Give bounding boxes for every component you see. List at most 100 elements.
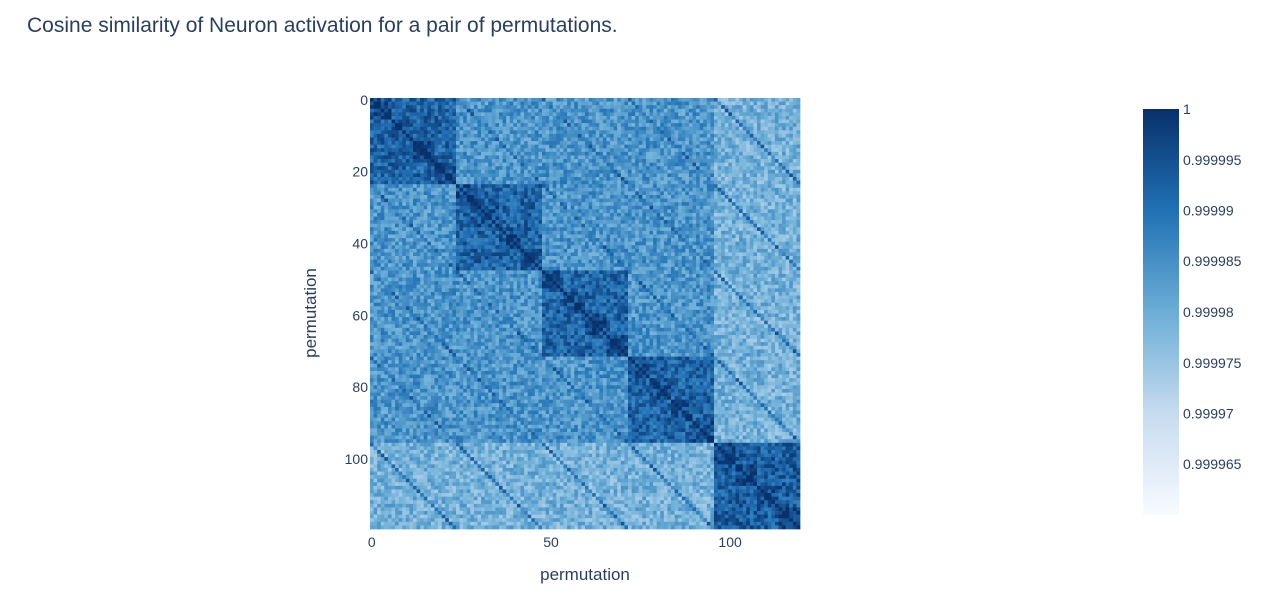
heatmap-cell[interactable]	[785, 223, 790, 228]
heatmap-cell[interactable]	[585, 191, 589, 196]
heatmap-cell[interactable]	[434, 184, 439, 189]
heatmap-cell[interactable]	[448, 191, 453, 196]
heatmap-cell[interactable]	[685, 209, 690, 214]
heatmap-cell[interactable]	[703, 130, 708, 135]
heatmap-cell[interactable]	[764, 173, 769, 178]
heatmap-cell[interactable]	[402, 180, 407, 185]
heatmap-cell[interactable]	[613, 162, 618, 167]
heatmap-cell[interactable]	[377, 191, 382, 196]
heatmap-cell[interactable]	[577, 202, 582, 207]
heatmap-cell[interactable]	[484, 209, 489, 214]
heatmap-cell[interactable]	[653, 173, 658, 178]
heatmap-cell[interactable]	[739, 173, 744, 178]
heatmap-cell[interactable]	[749, 115, 754, 120]
heatmap-cell[interactable]	[448, 133, 453, 138]
heatmap-cell[interactable]	[556, 212, 561, 217]
heatmap-cell[interactable]	[789, 123, 794, 128]
heatmap-cell[interactable]	[724, 241, 729, 246]
heatmap-cell[interactable]	[764, 194, 769, 199]
heatmap-cell[interactable]	[731, 148, 736, 153]
heatmap-cell[interactable]	[653, 216, 658, 221]
heatmap-cell[interactable]	[696, 151, 701, 156]
heatmap-cell[interactable]	[613, 191, 618, 196]
heatmap-cell[interactable]	[656, 198, 661, 203]
heatmap-cell[interactable]	[377, 184, 382, 189]
heatmap-cell[interactable]	[760, 141, 765, 146]
heatmap-cell[interactable]	[703, 144, 708, 149]
heatmap-cell[interactable]	[567, 123, 572, 128]
heatmap-cell[interactable]	[753, 238, 758, 243]
heatmap-cell[interactable]	[685, 133, 690, 138]
heatmap-cell[interactable]	[542, 177, 546, 181]
heatmap-cell[interactable]	[692, 191, 697, 196]
heatmap-cell[interactable]	[606, 191, 611, 196]
heatmap-cell[interactable]	[567, 184, 572, 189]
heatmap-cell[interactable]	[538, 230, 543, 235]
heatmap-cell[interactable]	[753, 162, 758, 167]
heatmap-cell[interactable]	[653, 223, 658, 228]
heatmap-cell[interactable]	[513, 230, 518, 235]
heatmap-cell[interactable]	[645, 115, 650, 120]
heatmap-cell[interactable]	[470, 119, 475, 124]
heatmap-cell[interactable]	[463, 216, 468, 221]
heatmap-cell[interactable]	[373, 191, 378, 196]
heatmap-cell[interactable]	[660, 148, 665, 153]
heatmap-cell[interactable]	[792, 166, 797, 171]
heatmap-cell[interactable]	[688, 108, 693, 113]
heatmap-cell[interactable]	[524, 234, 529, 239]
heatmap-cell[interactable]	[642, 166, 647, 171]
heatmap-cell[interactable]	[448, 162, 453, 167]
heatmap-cell[interactable]	[416, 105, 421, 110]
heatmap-cell[interactable]	[692, 220, 697, 225]
heatmap-cell[interactable]	[778, 216, 783, 221]
heatmap-cell[interactable]	[520, 141, 525, 146]
heatmap-cell[interactable]	[423, 166, 428, 171]
heatmap-cell[interactable]	[520, 119, 525, 124]
heatmap-cell[interactable]	[635, 187, 640, 192]
heatmap-cell[interactable]	[681, 223, 686, 228]
heatmap-cell[interactable]	[792, 141, 797, 146]
heatmap-cell[interactable]	[427, 194, 432, 199]
heatmap-cell[interactable]	[678, 220, 683, 225]
heatmap-cell[interactable]	[714, 105, 718, 110]
heatmap-cell[interactable]	[696, 191, 701, 196]
heatmap-cell[interactable]	[667, 187, 672, 192]
heatmap-cell[interactable]	[448, 130, 453, 135]
heatmap-cell[interactable]	[416, 227, 421, 232]
heatmap-cell[interactable]	[524, 241, 529, 246]
heatmap-cell[interactable]	[413, 230, 417, 235]
heatmap-cell[interactable]	[559, 209, 564, 214]
heatmap-cell[interactable]	[405, 209, 410, 214]
heatmap-cell[interactable]	[714, 101, 718, 106]
heatmap-cell[interactable]	[470, 245, 475, 250]
heatmap-cell[interactable]	[746, 98, 751, 102]
heatmap-cell[interactable]	[409, 227, 414, 232]
heatmap-cell[interactable]	[542, 202, 546, 207]
heatmap-cell[interactable]	[434, 227, 439, 232]
heatmap-cell[interactable]	[728, 101, 733, 106]
heatmap-cell[interactable]	[656, 220, 661, 225]
heatmap-cell[interactable]	[520, 101, 525, 106]
heatmap-cell[interactable]	[527, 223, 532, 228]
heatmap-cell[interactable]	[567, 148, 572, 153]
heatmap-cell[interactable]	[721, 187, 726, 192]
heatmap-cell[interactable]	[491, 180, 496, 185]
heatmap-cell[interactable]	[592, 241, 597, 246]
heatmap-cell[interactable]	[466, 130, 471, 135]
heatmap-cell[interactable]	[549, 148, 554, 153]
heatmap-cell[interactable]	[477, 141, 482, 146]
heatmap-cell[interactable]	[559, 223, 564, 228]
heatmap-cell[interactable]	[380, 112, 385, 117]
heatmap-cell[interactable]	[570, 230, 575, 235]
heatmap-cell[interactable]	[671, 108, 675, 113]
heatmap-cell[interactable]	[398, 177, 403, 181]
heatmap-cell[interactable]	[753, 155, 758, 160]
heatmap-cell[interactable]	[685, 119, 690, 124]
heatmap-cell[interactable]	[574, 101, 579, 106]
heatmap-cell[interactable]	[710, 115, 715, 120]
heatmap-cell[interactable]	[660, 191, 665, 196]
heatmap-cell[interactable]	[423, 238, 428, 243]
heatmap-cell[interactable]	[595, 119, 600, 124]
heatmap-cell[interactable]	[438, 173, 443, 178]
heatmap-cell[interactable]	[610, 184, 615, 189]
